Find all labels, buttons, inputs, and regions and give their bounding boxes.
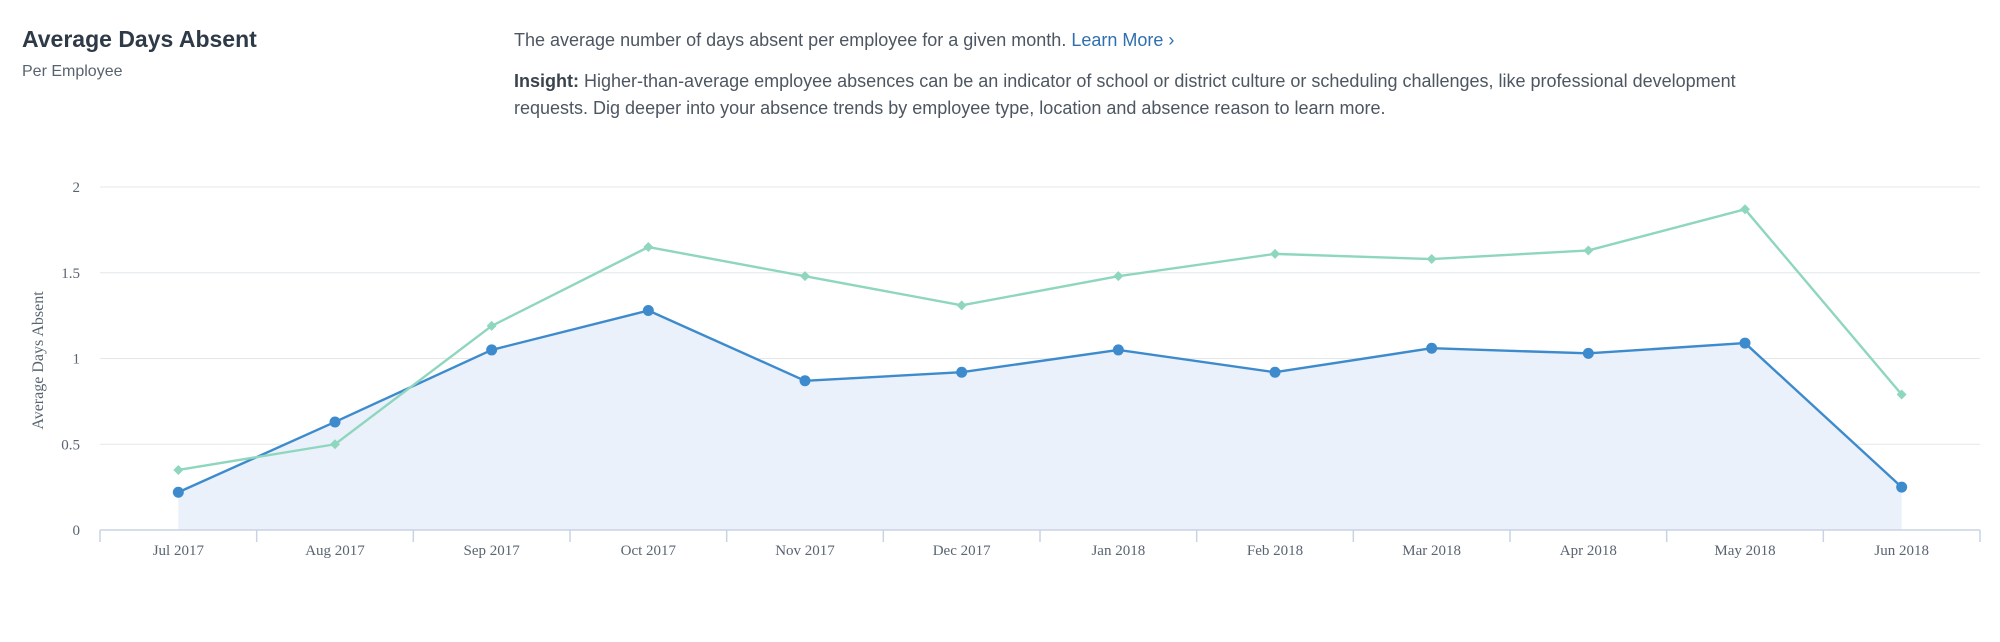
data-point[interactable] bbox=[1270, 248, 1280, 259]
series-area-fill bbox=[178, 310, 1902, 530]
series-markers bbox=[172, 204, 1908, 498]
x-tick-label: Jul 2017 bbox=[153, 543, 205, 559]
x-tick-label: Aug 2017 bbox=[305, 543, 365, 559]
x-axis bbox=[99, 529, 1981, 542]
y-tick-label: 2 bbox=[73, 180, 81, 196]
data-point[interactable] bbox=[1582, 347, 1594, 359]
series-line-1 bbox=[177, 309, 1903, 494]
y-tick-label: 1 bbox=[73, 352, 81, 368]
data-point[interactable] bbox=[1583, 245, 1594, 256]
insight: Insight: Higher-than-average employee ab… bbox=[514, 68, 1814, 122]
x-tick-label: Oct 2017 bbox=[621, 543, 677, 559]
data-point[interactable] bbox=[799, 375, 811, 387]
insight-label: Insight: bbox=[514, 71, 579, 91]
insight-text: Higher-than-average employee absences ca… bbox=[514, 71, 1736, 118]
x-tick-label: Mar 2018 bbox=[1402, 543, 1461, 559]
data-point[interactable] bbox=[486, 320, 497, 331]
data-point[interactable] bbox=[642, 304, 654, 316]
data-point[interactable] bbox=[173, 464, 184, 475]
data-point[interactable] bbox=[1426, 342, 1438, 354]
data-point[interactable] bbox=[1739, 337, 1751, 349]
y-tick-label: 1.5 bbox=[61, 266, 80, 282]
data-point[interactable] bbox=[643, 242, 654, 253]
data-point[interactable] bbox=[1896, 481, 1908, 493]
data-point[interactable] bbox=[329, 416, 341, 428]
x-tick-label: Sep 2017 bbox=[464, 543, 521, 559]
series-lines bbox=[177, 208, 1903, 494]
y-axis-title: Average Days Absent bbox=[30, 291, 47, 430]
x-tick-label: Jun 2018 bbox=[1874, 543, 1929, 559]
data-point[interactable] bbox=[800, 271, 810, 282]
data-point[interactable] bbox=[1113, 271, 1124, 282]
data-point[interactable] bbox=[1426, 254, 1437, 265]
y-axis: 0 0.5 1 1.5 2 bbox=[61, 180, 80, 539]
x-tick-labels: Jul 2017 Aug 2017 Sep 2017 Oct 2017 Nov 2017… bbox=[153, 543, 1929, 559]
data-point[interactable] bbox=[1740, 204, 1750, 215]
learn-more-link[interactable]: Learn More › bbox=[1071, 30, 1175, 50]
y-tick-label: 0 bbox=[73, 523, 81, 539]
chart-subtitle: Per Employee bbox=[22, 63, 123, 80]
data-point[interactable] bbox=[330, 439, 340, 450]
data-point[interactable] bbox=[956, 366, 968, 378]
description-text: The average number of days absent per em… bbox=[514, 30, 1067, 50]
data-point[interactable] bbox=[1269, 366, 1281, 378]
data-point[interactable] bbox=[956, 300, 967, 311]
data-point[interactable] bbox=[172, 486, 184, 498]
x-tick-label: May 2018 bbox=[1714, 543, 1775, 559]
series-line-2 bbox=[178, 208, 1903, 472]
x-tick-label: Jan 2018 bbox=[1091, 543, 1145, 559]
data-point[interactable] bbox=[486, 344, 498, 356]
chart-title: Average Days Absent bbox=[22, 26, 257, 52]
description: The average number of days absent per em… bbox=[514, 27, 1814, 53]
x-tick-label: Dec 2017 bbox=[933, 543, 991, 559]
y-tick-label: 0.5 bbox=[61, 437, 80, 453]
data-point[interactable] bbox=[1112, 344, 1124, 356]
series-area bbox=[178, 310, 1902, 530]
x-tick-label: Apr 2018 bbox=[1560, 543, 1617, 559]
data-point[interactable] bbox=[1896, 389, 1907, 400]
x-tick-label: Feb 2018 bbox=[1247, 543, 1303, 559]
x-tick-label: Nov 2017 bbox=[775, 543, 835, 559]
